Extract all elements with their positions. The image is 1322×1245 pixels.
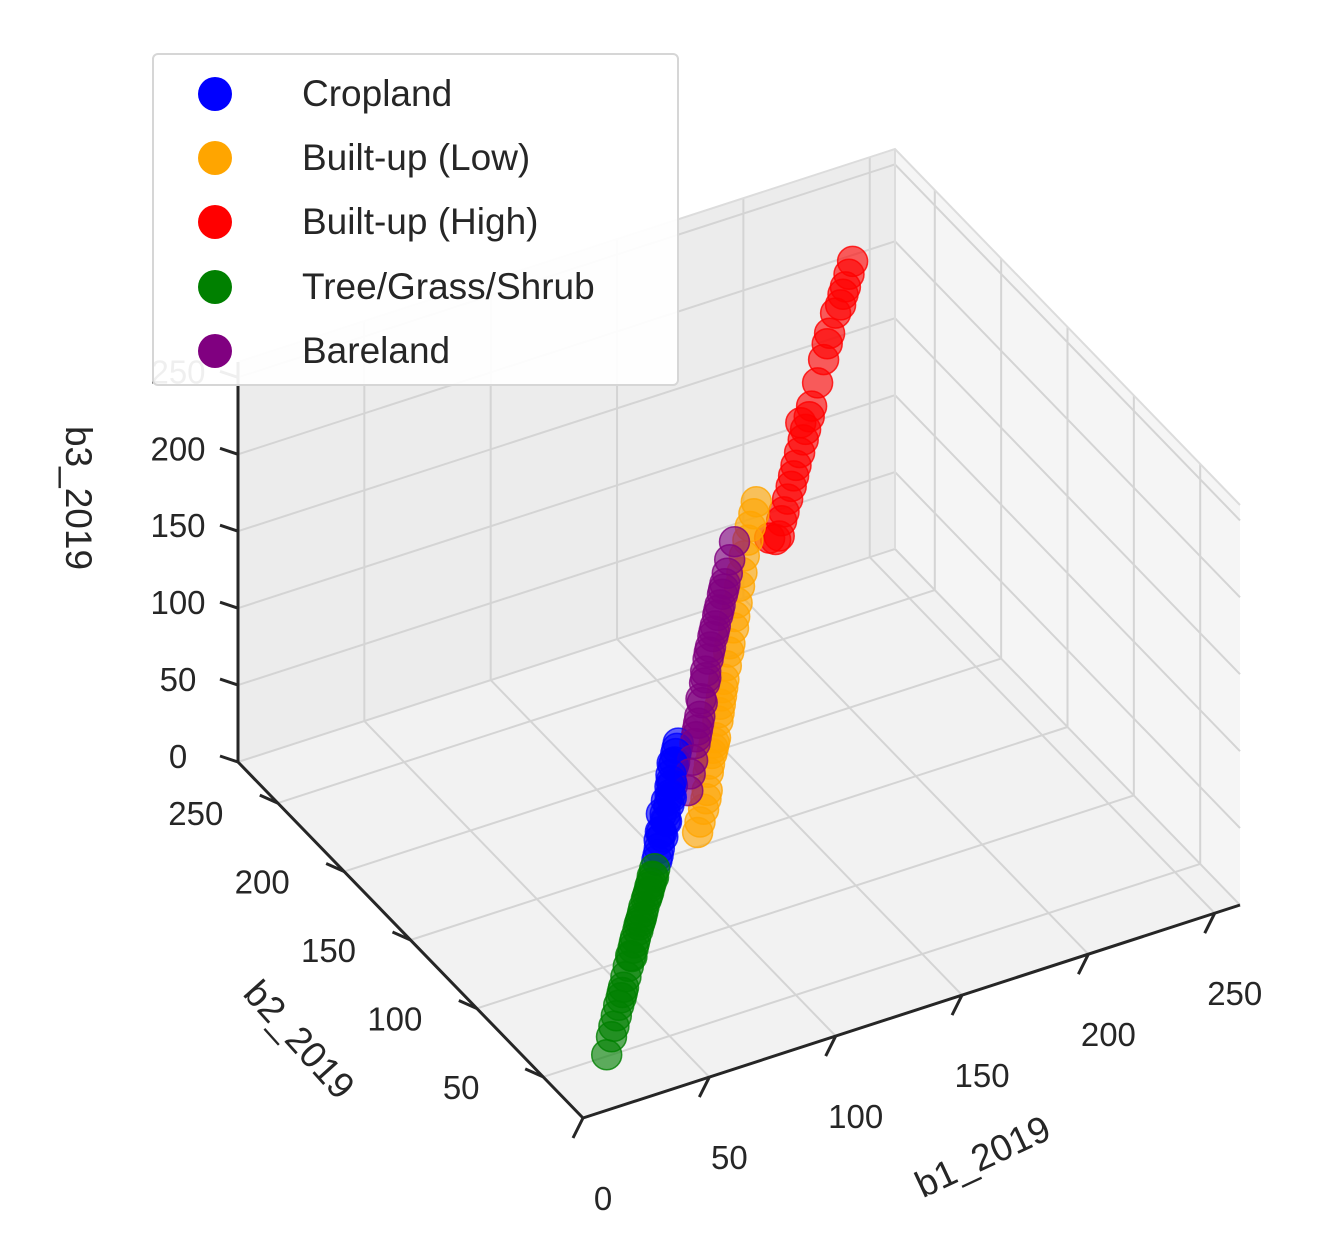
grid-line: [894, 548, 1241, 906]
x-tick: [1077, 953, 1090, 975]
grid-line: [410, 726, 1068, 941]
grid-line: [237, 394, 896, 610]
data-points: [590, 245, 869, 1071]
legend-label: Tree/Grass/Shrub: [302, 266, 595, 307]
y-tick: [259, 793, 279, 805]
z-tick-label: 150: [150, 507, 205, 544]
grid-line: [894, 240, 1241, 599]
x-tick: [571, 1117, 585, 1139]
y-tick: [524, 1067, 544, 1079]
legend-marker-bareland: [198, 334, 232, 368]
y-tick-label: 50: [443, 1069, 480, 1106]
z-tick: [219, 600, 239, 610]
z-axis-label: b3_2019: [58, 426, 99, 570]
grid-line: [894, 394, 1241, 752]
z-tick: [219, 446, 239, 456]
y-tick-label: 100: [367, 1000, 422, 1037]
legend-label: Built-up (Low): [302, 137, 531, 178]
grid-line: [894, 163, 1241, 522]
x-tick-label: 50: [711, 1139, 748, 1176]
y-tick: [325, 862, 345, 873]
grid-line: [542, 862, 1201, 1078]
x-axis-label: b1_2019: [909, 1108, 1057, 1206]
x-tick: [950, 994, 964, 1016]
y-tick: [458, 999, 478, 1010]
x-tick-label: 100: [828, 1098, 883, 1135]
legend-marker-tree-grass-shrub: [198, 270, 232, 304]
grid-line: [277, 589, 936, 805]
legend: Cropland Built-up (Low) Built-up (High) …: [152, 53, 679, 386]
grid-line: [894, 471, 1241, 829]
tick-labels: 0 50 100 150 200 250 50 100 150 200 250 0 50 100 150 20…: [150, 353, 1262, 1217]
x-axis-line: [582, 903, 1241, 1120]
point-built-up-low: [681, 816, 714, 849]
grid-line: [476, 794, 1135, 1010]
back-wall-pane: [238, 149, 895, 762]
axis-lines: [219, 362, 1241, 1139]
z-tick-label: 0: [169, 738, 187, 775]
z-tick: [219, 754, 239, 764]
legend-label: Bareland: [302, 330, 451, 371]
grid-line: [237, 548, 896, 763]
point-tree-grass-shrub: [590, 1039, 623, 1071]
point-built-up-high: [785, 407, 817, 439]
legend-marker-built-up-high: [198, 205, 232, 239]
z-tick-label: 50: [160, 661, 197, 698]
grid-line: [894, 317, 1241, 675]
x-tick: [824, 1035, 838, 1057]
x-tick-label: 150: [955, 1057, 1010, 1094]
y-tick-label: 150: [301, 932, 356, 969]
z-tick-label: 200: [150, 430, 205, 467]
z-tick-label: 100: [150, 584, 205, 621]
x-tick-label: 0: [594, 1180, 612, 1217]
legend-marker-built-up-low: [198, 141, 232, 175]
y-tick-label: 250: [168, 795, 223, 832]
legend-label: Cropland: [302, 73, 453, 114]
y-tick-label: 200: [235, 864, 290, 901]
legend-marker-cropland: [198, 77, 232, 111]
z-tick: [219, 677, 239, 687]
legend-label: Built-up (High): [302, 201, 539, 242]
x-tick-label: 200: [1081, 1016, 1136, 1053]
z-tick: [219, 523, 239, 533]
x-tick: [698, 1076, 711, 1098]
x-tick-label: 250: [1207, 975, 1262, 1012]
y-tick: [391, 930, 412, 942]
y-axis-label: b2_2019: [236, 972, 363, 1106]
grid-line: [237, 317, 896, 533]
x-tick: [1203, 912, 1217, 934]
